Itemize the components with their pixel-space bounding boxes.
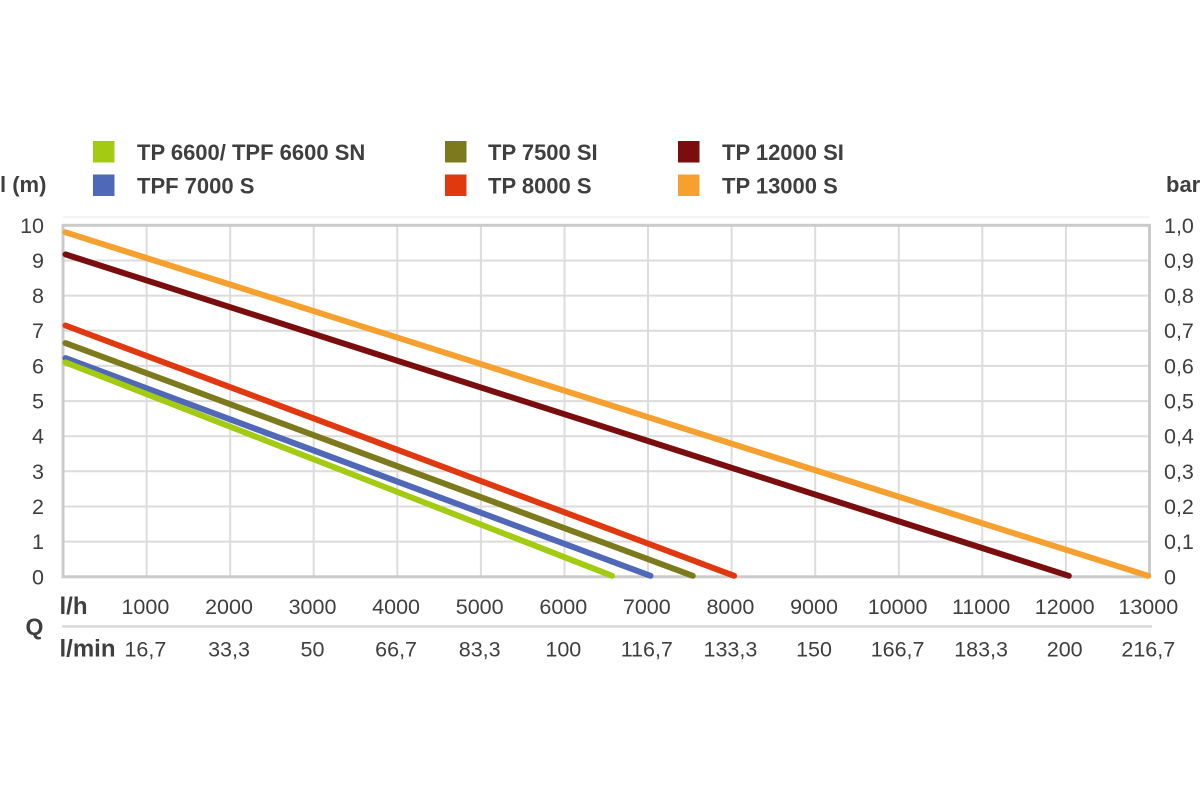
svg-text:8000: 8000 <box>706 595 754 619</box>
svg-text:6000: 6000 <box>539 595 587 619</box>
svg-text:l/h: l/h <box>60 593 88 620</box>
svg-text:133,3: 133,3 <box>703 638 757 662</box>
svg-text:16,7: 16,7 <box>124 638 166 662</box>
svg-text:3000: 3000 <box>289 595 337 619</box>
svg-text:TP 12000 SI: TP 12000 SI <box>722 140 844 165</box>
svg-text:TP 7500 SI: TP 7500 SI <box>488 140 598 165</box>
svg-text:150: 150 <box>796 638 832 662</box>
svg-text:116,7: 116,7 <box>621 638 673 662</box>
svg-text:183,3: 183,3 <box>954 638 1008 662</box>
svg-text:12000: 12000 <box>1035 595 1095 619</box>
svg-text:83,3: 83,3 <box>459 638 501 662</box>
svg-text:TP 13000 S: TP 13000 S <box>722 173 838 198</box>
svg-text:TP 8000 S: TP 8000 S <box>488 173 592 198</box>
svg-text:0,5: 0,5 <box>1164 390 1194 414</box>
svg-text:5: 5 <box>32 390 44 414</box>
svg-text:bar: bar <box>1166 172 1200 197</box>
svg-text:0,9: 0,9 <box>1164 249 1194 273</box>
svg-text:Q: Q <box>26 614 44 640</box>
svg-text:10000: 10000 <box>868 595 928 619</box>
svg-text:1,0: 1,0 <box>1164 214 1194 238</box>
svg-text:1: 1 <box>32 530 44 554</box>
svg-text:9000: 9000 <box>790 595 838 619</box>
svg-text:66,7: 66,7 <box>375 638 417 662</box>
svg-text:0,3: 0,3 <box>1164 460 1194 484</box>
svg-text:7: 7 <box>32 319 44 343</box>
svg-text:9: 9 <box>32 249 44 273</box>
svg-text:7000: 7000 <box>623 595 671 619</box>
svg-text:200: 200 <box>1047 638 1083 662</box>
svg-text:4000: 4000 <box>372 595 420 619</box>
svg-text:166,7: 166,7 <box>871 638 925 662</box>
svg-text:2: 2 <box>32 495 44 519</box>
svg-text:0: 0 <box>1164 565 1176 589</box>
svg-text:0,8: 0,8 <box>1164 284 1194 308</box>
svg-text:50: 50 <box>301 638 325 662</box>
svg-text:1000: 1000 <box>121 595 169 619</box>
svg-text:6: 6 <box>32 354 44 378</box>
svg-text:0,7: 0,7 <box>1164 319 1194 343</box>
svg-text:0,2: 0,2 <box>1164 495 1194 519</box>
svg-text:10: 10 <box>20 214 44 238</box>
svg-text:l (m): l (m) <box>0 172 46 197</box>
svg-text:3: 3 <box>32 460 44 484</box>
svg-text:8: 8 <box>32 284 44 308</box>
svg-text:TP 6600/ TPF 6600 SN: TP 6600/ TPF 6600 SN <box>137 140 365 165</box>
svg-text:216,7: 216,7 <box>1121 638 1175 662</box>
svg-text:l/min: l/min <box>60 636 116 663</box>
svg-text:TPF 7000 S: TPF 7000 S <box>137 173 254 198</box>
svg-text:11000: 11000 <box>952 595 1010 619</box>
svg-text:33,3: 33,3 <box>208 638 250 662</box>
svg-text:0,1: 0,1 <box>1164 530 1194 554</box>
svg-text:2000: 2000 <box>205 595 253 619</box>
svg-text:0: 0 <box>32 565 44 589</box>
svg-text:5000: 5000 <box>456 595 504 619</box>
svg-text:13000: 13000 <box>1118 595 1178 619</box>
svg-text:100: 100 <box>545 638 581 662</box>
svg-text:0,6: 0,6 <box>1164 354 1194 378</box>
svg-text:4: 4 <box>32 425 44 449</box>
svg-text:0,4: 0,4 <box>1164 425 1194 449</box>
